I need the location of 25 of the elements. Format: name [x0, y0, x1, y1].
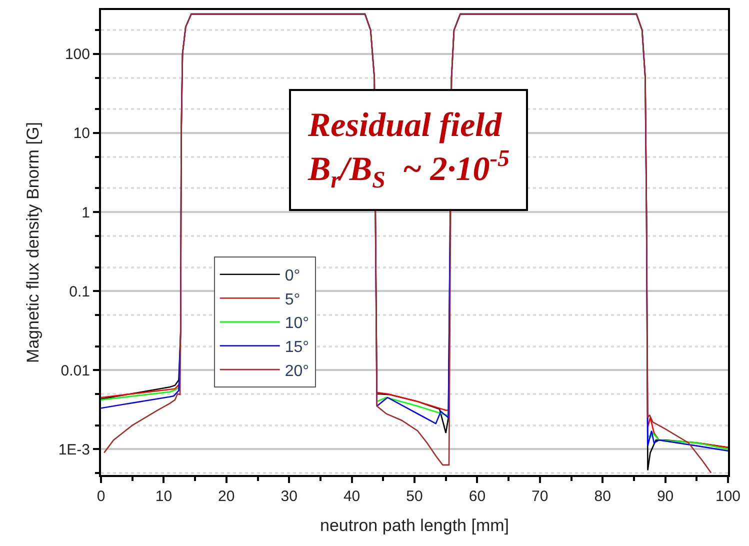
legend-label: 20° [284, 362, 310, 380]
legend-label: 15° [284, 338, 310, 356]
x-axis-title: neutron path length [mm] [320, 516, 510, 535]
x-tick-label: 30 [280, 488, 298, 505]
y-tick-label: 0.01 [60, 362, 90, 380]
annotation: Residual field B$_{r}$/B$_{S}$ ~ 2·10$^{-5}$ [307, 107, 510, 194]
y-tick-label: 1E-3 [58, 441, 90, 458]
y-axis-title: Magnetic flux density Bnorm [G] [23, 122, 42, 363]
x-tick-label: 90 [656, 488, 674, 505]
y-tick-label: 10 [73, 125, 90, 142]
legend-label: 0° [284, 268, 300, 285]
x-tick-label: 80 [594, 488, 611, 505]
x-tick-label: 40 [343, 488, 360, 505]
x-tick-label: 20 [218, 488, 235, 505]
legend-label: 5° [284, 291, 300, 308]
x-tick-label: 50 [406, 488, 423, 505]
x-tick-label: 100 [715, 488, 741, 505]
x-tick-label: 60 [468, 488, 486, 505]
legend-label: 10° [284, 315, 310, 332]
y-tick-label: 0.1 [69, 283, 90, 300]
y-tick-label: 1 [82, 204, 90, 222]
x-tick-label: 70 [532, 488, 548, 505]
x-tick-label: 10 [155, 488, 172, 505]
y-tick-label: 100 [64, 46, 90, 64]
x-tick-label: 0 [96, 488, 106, 505]
